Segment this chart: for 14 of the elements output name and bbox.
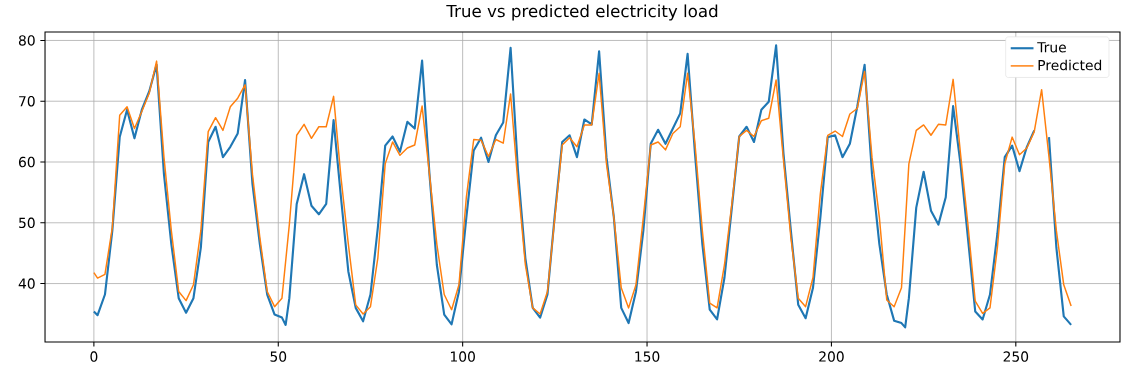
x-tick-label: 100: [450, 351, 475, 362]
x-tick-label: 50: [270, 351, 287, 362]
y-tick-label: 80: [18, 35, 35, 46]
legend-label: True: [1037, 42, 1066, 53]
x-tick-label: 0: [90, 351, 98, 362]
y-tick-label: 70: [19, 96, 35, 107]
y-tick-label: 40: [18, 278, 35, 289]
x-tick-label: 250: [1003, 351, 1029, 362]
legend-label: Predicted: [1038, 59, 1102, 71]
x-tick-label: 200: [819, 351, 844, 362]
y-tick-label: 50: [19, 217, 35, 229]
y-tick-label: 60: [18, 156, 35, 168]
chart-title: True vs predicted electricity load: [446, 4, 718, 21]
x-tick-label: 150: [635, 351, 660, 362]
